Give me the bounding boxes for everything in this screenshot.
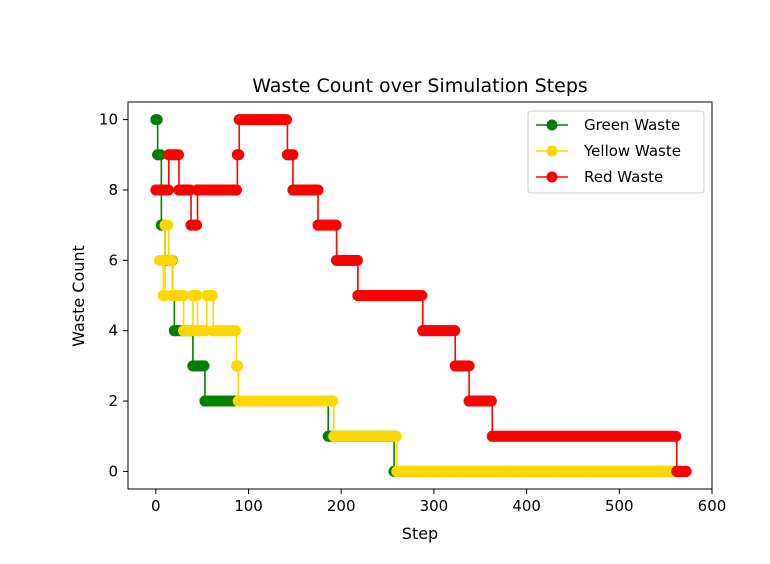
y-tick-label: 10 [99,111,118,129]
data-point [198,360,210,372]
data-point [417,325,429,337]
y-axis-label: Waste Count [69,245,88,347]
data-point [187,290,199,301]
y-tick-label: 6 [108,251,118,269]
x-axis-ticks: 0 100 200 300 400 500 600 [151,489,726,515]
y-tick-label: 2 [108,392,118,410]
series-layer [150,114,692,477]
y-tick-label: 4 [108,322,118,340]
data-point [230,325,242,337]
data-point [312,184,324,196]
data-point [281,149,293,161]
data-point [192,325,204,337]
chart-title: Waste Count over Simulation Steps [252,75,588,97]
legend-swatch-marker [546,145,558,157]
data-point [463,395,475,407]
data-point [331,254,343,266]
data-point [390,430,402,442]
x-tick-label: 300 [420,497,449,515]
series-line [155,118,687,473]
data-point [163,149,175,161]
data-point [192,184,204,196]
data-point [178,290,190,301]
legend-label: Yellow Waste [583,142,681,160]
legend-label: Green Waste [584,116,680,134]
x-tick-label: 500 [605,497,634,515]
legend-item: Yellow Waste [536,142,681,160]
y-tick-label: 0 [108,462,118,480]
data-point [486,430,498,442]
data-point [233,114,245,126]
legend-swatch-marker [546,119,558,131]
data-point [157,290,169,301]
legend: Green Waste Yellow Waste Red Waste [527,110,705,194]
data-point [168,325,180,337]
legend-item: Red Waste [536,168,663,186]
legend-box [527,110,705,194]
data-point [328,430,340,442]
legend-swatch-marker [546,171,558,183]
data-point [178,325,190,337]
data-point [199,395,211,407]
data-point [162,184,174,196]
data-point [351,254,363,266]
data-point [449,325,461,337]
data-point [670,430,682,442]
data-point [173,184,185,196]
data-point [207,325,219,337]
y-axis-ticks: 0 2 4 6 8 10 [99,111,128,480]
data-point [352,290,364,301]
series-yellow-waste [154,219,681,477]
data-point [173,149,185,161]
data-point [151,114,163,126]
data-point [463,360,475,372]
plot-frame [127,101,713,490]
data-point [281,114,293,126]
series-red-waste [150,114,692,477]
data-point [327,395,339,407]
data-point [680,465,692,477]
data-point [231,149,243,161]
data-point [152,149,164,161]
data-point [230,360,242,372]
data-point [230,184,242,196]
x-tick-label: 400 [512,497,541,515]
x-axis-label: Step [402,524,438,543]
data-point [187,360,199,372]
data-point [330,219,342,231]
data-point [232,395,244,407]
data-point [185,219,197,231]
x-tick-label: 200 [327,497,356,515]
data-point [201,290,213,301]
data-point [416,290,428,301]
data-point [159,219,171,231]
x-tick-label: 0 [151,497,161,515]
data-point [671,465,683,477]
legend-item: Green Waste [536,116,680,134]
y-tick-label: 8 [108,181,118,199]
data-point [485,395,497,407]
data-point [287,184,299,196]
data-point [391,465,403,477]
x-tick-label: 600 [698,497,727,515]
data-point [163,254,175,266]
data-point [167,290,178,301]
legend-label: Red Waste [584,168,663,186]
data-point [312,219,324,231]
x-tick-label: 100 [234,497,263,515]
data-point [449,360,461,372]
